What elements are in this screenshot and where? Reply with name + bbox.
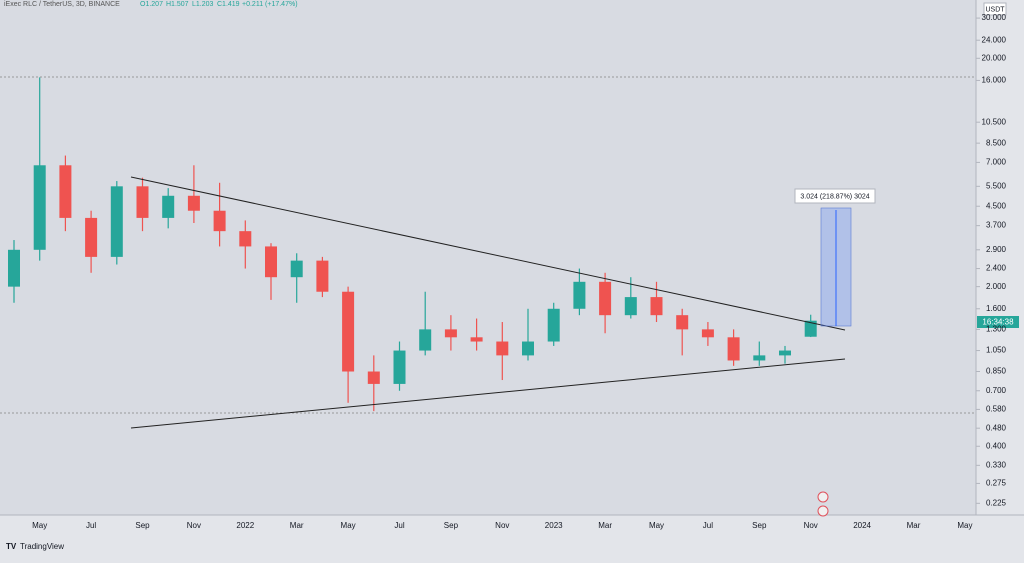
x-tick-label: Nov bbox=[187, 521, 201, 530]
x-tick-label: 2022 bbox=[236, 521, 254, 530]
candle-body bbox=[59, 165, 72, 218]
candle-body bbox=[727, 337, 740, 361]
candle-body bbox=[213, 210, 226, 232]
y-tick-label: 5.500 bbox=[986, 181, 1007, 190]
candle-body bbox=[779, 350, 791, 356]
candle-body bbox=[522, 341, 534, 356]
candle-body bbox=[599, 281, 612, 316]
y-tick-label: 2.000 bbox=[986, 282, 1007, 291]
countdown-box bbox=[977, 316, 1019, 328]
x-tick-label: Mar bbox=[907, 521, 921, 530]
candle-body bbox=[290, 260, 303, 278]
y-tick-label: 1.050 bbox=[986, 346, 1007, 355]
trend-line bbox=[130, 358, 846, 429]
candle-body bbox=[367, 371, 380, 384]
candle-body bbox=[701, 329, 714, 338]
event-icon[interactable] bbox=[817, 505, 829, 517]
candle-body bbox=[162, 195, 175, 218]
candle-body bbox=[316, 260, 329, 292]
y-tick-label: 24.000 bbox=[982, 35, 1007, 44]
header-ohlc: L1.203 bbox=[192, 1, 214, 8]
y-tick-label: 0.480 bbox=[986, 423, 1007, 432]
y-tick-label: 3.700 bbox=[986, 221, 1007, 230]
header-ohlc: C1.419 bbox=[217, 1, 240, 8]
x-tick-label: Sep bbox=[444, 521, 459, 530]
candle-body bbox=[547, 308, 560, 342]
y-tick-label: 4.500 bbox=[986, 201, 1007, 210]
plot-area bbox=[0, 0, 976, 515]
measure-label: 3.024 (218.87%) 3024 bbox=[800, 193, 869, 200]
footer: TradingView bbox=[20, 542, 64, 551]
candle-body bbox=[804, 320, 817, 337]
candle-body bbox=[85, 217, 98, 257]
candle-body bbox=[444, 329, 457, 338]
x-tick-label: May bbox=[32, 521, 47, 530]
y-tick-label: 0.225 bbox=[986, 498, 1007, 507]
x-tick-label: May bbox=[649, 521, 664, 530]
currency-box[interactable] bbox=[983, 2, 1007, 16]
event-icon[interactable] bbox=[817, 491, 829, 503]
measure-label-box bbox=[794, 188, 876, 204]
logo: TV bbox=[6, 542, 17, 551]
candle-body bbox=[496, 341, 509, 356]
candle-body bbox=[624, 297, 637, 316]
y-tick-label: 1.600 bbox=[986, 304, 1007, 313]
candle-body bbox=[239, 231, 252, 247]
x-tick-label: Jul bbox=[703, 521, 713, 530]
y-tick-label: 0.700 bbox=[986, 386, 1007, 395]
candle-body bbox=[393, 350, 406, 384]
currency[interactable]: USDT bbox=[985, 6, 1005, 13]
candle-body bbox=[676, 315, 689, 330]
header-ohlc: O1.207 bbox=[140, 1, 163, 8]
x-tick-label: 2023 bbox=[545, 521, 563, 530]
x-tick-label: Jul bbox=[86, 521, 96, 530]
y-tick-label: 0.580 bbox=[986, 405, 1007, 414]
candle-body bbox=[265, 246, 277, 278]
candle-body bbox=[110, 186, 123, 257]
trend-line bbox=[130, 176, 846, 331]
candle-body bbox=[753, 355, 766, 361]
y-tick-label: 0.275 bbox=[986, 479, 1007, 488]
candle-body bbox=[187, 195, 200, 211]
y-tick-label: 7.000 bbox=[986, 158, 1007, 167]
candle-body bbox=[470, 337, 483, 342]
x-tick-label: Nov bbox=[804, 521, 818, 530]
candle-body bbox=[136, 186, 149, 218]
y-tick-label: 2.900 bbox=[986, 245, 1007, 254]
x-tick-label: Sep bbox=[135, 521, 150, 530]
y-tick-label: 20.000 bbox=[982, 53, 1007, 62]
candle-body bbox=[8, 249, 20, 287]
candle-body bbox=[33, 165, 46, 250]
y-tick-label: 16.000 bbox=[982, 76, 1007, 85]
x-tick-label: Sep bbox=[752, 521, 767, 530]
y-tick-label: 8.500 bbox=[986, 138, 1007, 147]
x-tick-label: Nov bbox=[495, 521, 509, 530]
countdown: 16:34:38 bbox=[982, 318, 1014, 327]
header-ohlc: +0.211 (+17.47%) bbox=[242, 1, 298, 8]
y-tick-label: 2.400 bbox=[986, 264, 1007, 273]
header-title: iExec RLC / TetherUS, 3D, BINANCE bbox=[4, 1, 120, 8]
candle-body bbox=[573, 281, 586, 309]
x-tick-label: May bbox=[341, 521, 356, 530]
x-tick-label: Mar bbox=[290, 521, 304, 530]
y-tick-label: 0.400 bbox=[986, 441, 1007, 450]
candle-body bbox=[650, 297, 663, 316]
y-tick-label: 10.500 bbox=[982, 117, 1007, 126]
x-tick-label: 2024 bbox=[853, 521, 871, 530]
x-tick-label: Mar bbox=[598, 521, 612, 530]
candle-body bbox=[342, 291, 355, 372]
y-tick-label: 0.330 bbox=[986, 460, 1007, 469]
y-tick-label: 0.850 bbox=[986, 367, 1007, 376]
x-tick-label: Jul bbox=[394, 521, 404, 530]
header-ohlc: H1.507 bbox=[166, 1, 189, 8]
x-tick-label: May bbox=[957, 521, 972, 530]
y-tick-label: 1.300 bbox=[986, 324, 1007, 333]
candle-body bbox=[419, 329, 432, 351]
y-tick-label: 30.000 bbox=[982, 13, 1007, 22]
